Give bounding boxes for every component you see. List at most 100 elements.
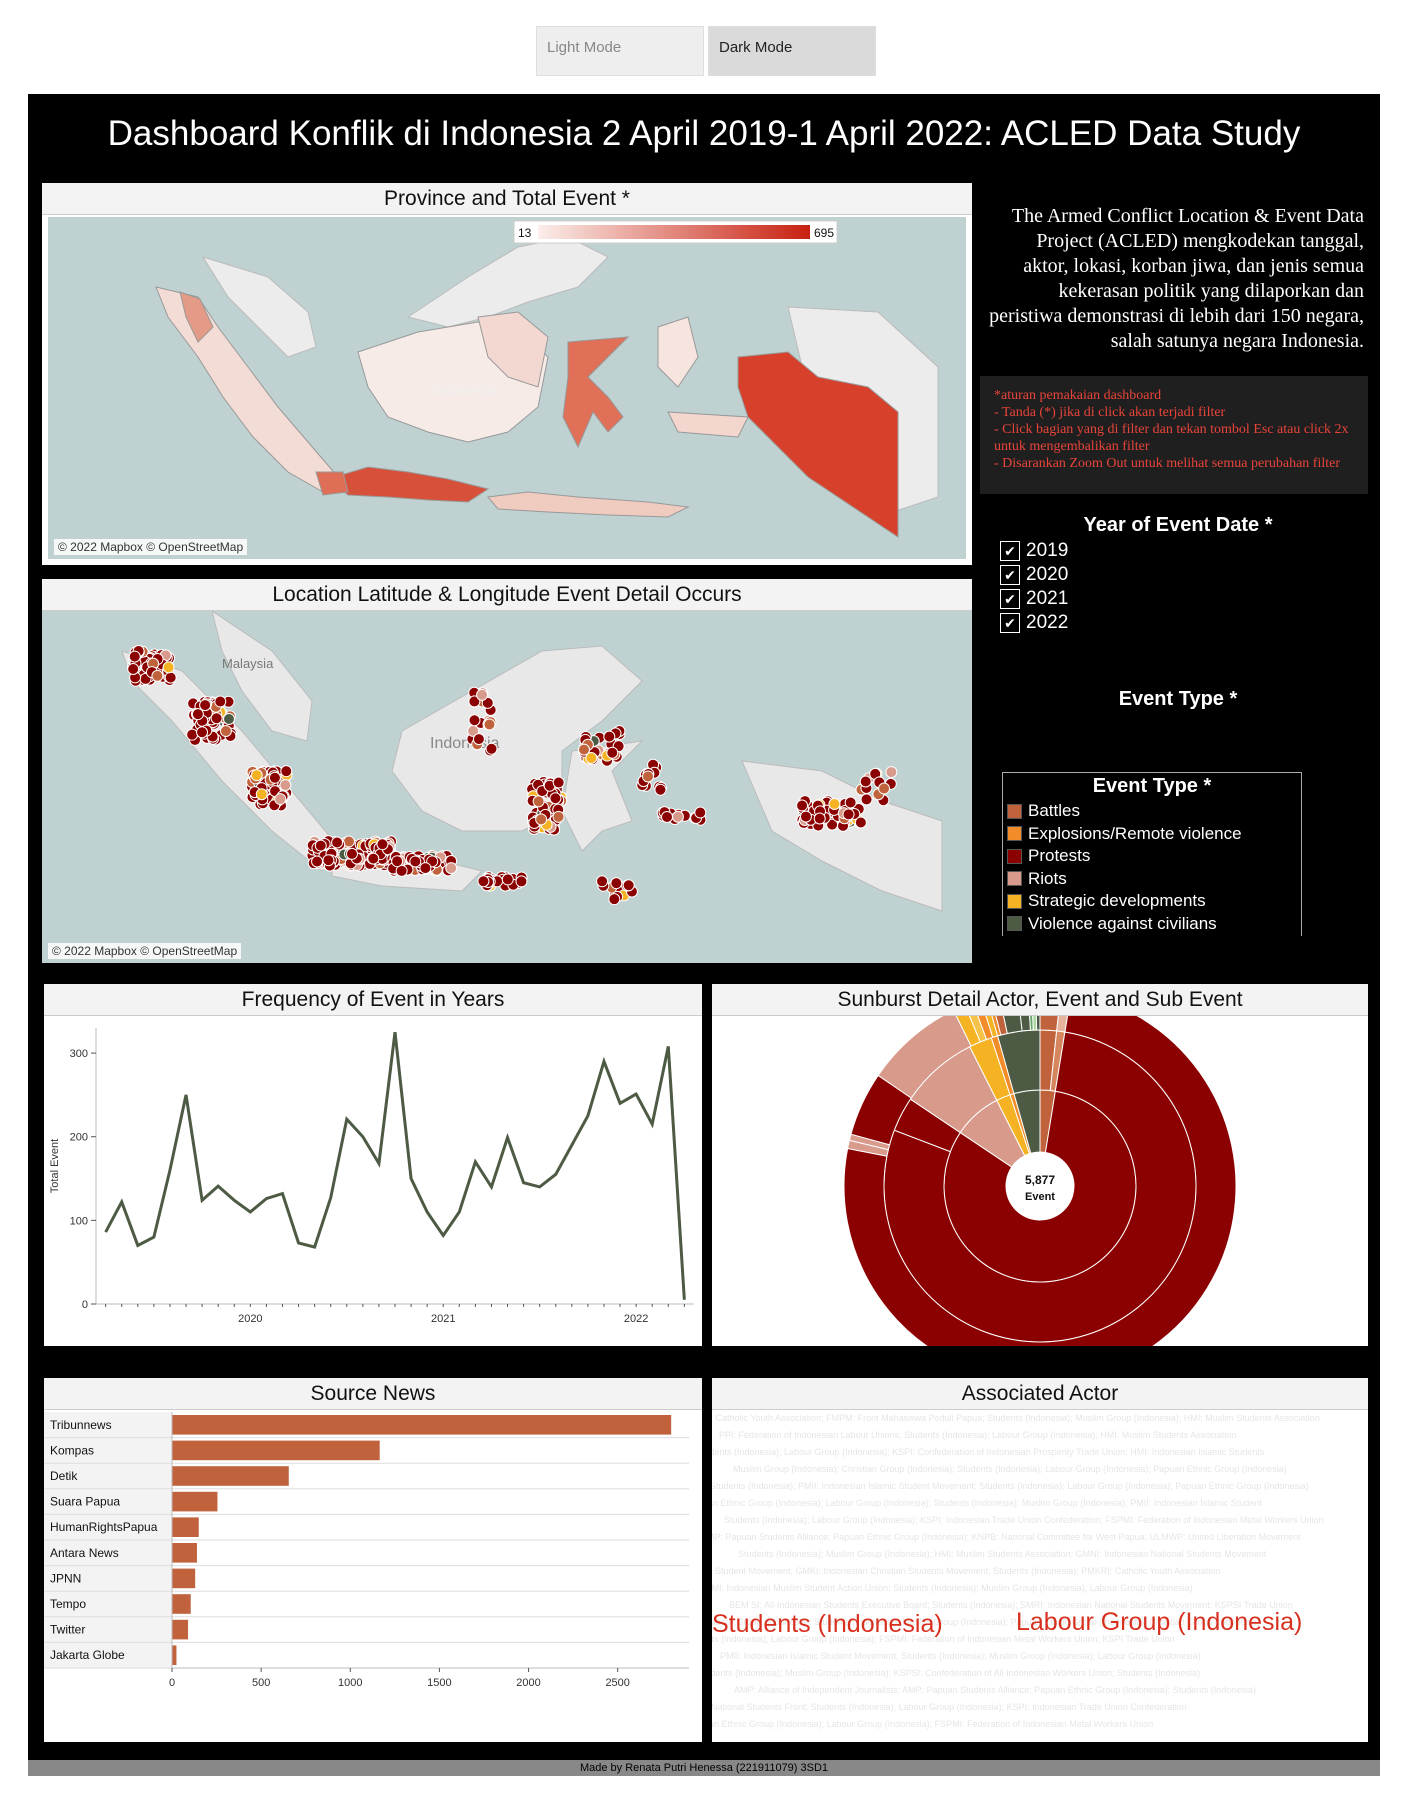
bar-category-label[interactable]: Tribunnews (50, 1418, 112, 1432)
source-news-svg[interactable]: Tribunnews Kompas Detik Suara Papua HumanRig… (44, 1410, 702, 1742)
event-point[interactable] (842, 808, 855, 821)
year-option-2022[interactable]: ✔ 2022 (1000, 611, 1358, 635)
event-point[interactable] (395, 864, 408, 877)
source-bar[interactable] (172, 1645, 177, 1665)
event-point[interactable] (210, 712, 223, 725)
bar-category-label[interactable]: Kompas (50, 1443, 94, 1457)
event-point[interactable] (485, 742, 498, 755)
event-point[interactable] (331, 836, 344, 849)
bar-category-label[interactable]: Twitter (50, 1623, 85, 1637)
event-point[interactable] (671, 810, 684, 823)
event-point[interactable] (151, 669, 164, 682)
event-point[interactable] (311, 855, 324, 868)
event-point[interactable] (214, 695, 227, 708)
event-point[interactable] (654, 783, 667, 796)
legend-item-riots[interactable]: Riots (1007, 868, 1297, 891)
actor-cloud-line[interactable]: Labour Group (Indonesia); Students (Indo… (712, 1617, 1260, 1627)
event-point[interactable] (222, 712, 235, 725)
source-bar[interactable] (172, 1568, 196, 1589)
event-type-filter-title[interactable]: Event Type * (1118, 688, 1238, 710)
event-point[interactable] (127, 663, 140, 676)
event-point[interactable] (322, 854, 335, 867)
event-point[interactable] (445, 862, 458, 875)
event-point[interactable] (477, 875, 490, 888)
event-point[interactable] (162, 661, 175, 674)
event-point[interactable] (610, 877, 623, 890)
actor-cloud-line[interactable]: Student Movement; GMKI: Indonesian Chris… (715, 1566, 1221, 1576)
event-points[interactable] (126, 645, 898, 906)
year-option-2021[interactable]: ✔ 2021 (1000, 587, 1358, 611)
actor-cloud-line[interactable]: PMKRI: Catholic Youth Association; FMPM:… (712, 1413, 1320, 1423)
source-bar[interactable] (172, 1543, 197, 1563)
event-point[interactable] (660, 810, 673, 823)
event-point[interactable] (164, 671, 177, 684)
actor-cloud-line[interactable]: AMP: Papuan Students Alliance; Papuan Et… (712, 1532, 1301, 1542)
location-map-attribution[interactable]: © 2022 Mapbox © OpenStreetMap (48, 943, 242, 959)
java-shape[interactable] (326, 466, 490, 503)
location-map-svg[interactable]: Malaysia Indonesia (42, 609, 972, 963)
legend-item-strategic[interactable]: Strategic developments (1007, 890, 1297, 913)
actor-word-cloud[interactable]: PMKRI: Catholic Youth Association; FMPM:… (712, 1410, 1368, 1742)
legend-item-battles[interactable]: Battles (1007, 800, 1297, 823)
event-point[interactable] (186, 728, 199, 741)
event-point[interactable] (694, 806, 707, 819)
actor-cloud-line[interactable]: PMII: Indonesian Islamic Student Movemen… (720, 1651, 1201, 1661)
maluku-shape[interactable] (667, 411, 749, 438)
event-point[interactable] (549, 792, 562, 805)
event-point[interactable] (813, 812, 826, 825)
sunburst-segment[interactable] (1035, 989, 1041, 1031)
bar-category-label[interactable]: JPNN (50, 1571, 81, 1585)
source-bar[interactable] (172, 1619, 189, 1640)
event-point[interactable] (501, 873, 514, 886)
legend-item-violence[interactable]: Violence against civilians (1007, 913, 1297, 936)
bar-category-label[interactable]: Detik (50, 1469, 78, 1483)
year-option-2019[interactable]: ✔ 2019 (1000, 539, 1358, 563)
actor-cloud-line[interactable]: PPI: Federation of Indonesian Labour Uni… (719, 1430, 1237, 1440)
actor-cloud-line[interactable]: KAMMI: Indonesian Muslim Student Action … (712, 1583, 1193, 1593)
bar-category-label[interactable]: Jakarta Globe (50, 1648, 125, 1662)
sunburst-svg[interactable]: 5,877 Event (712, 989, 1368, 1383)
source-bar[interactable] (172, 1466, 289, 1486)
nusa-tenggara-shape[interactable] (487, 491, 690, 518)
event-point[interactable] (799, 810, 812, 823)
sunburst-chart[interactable]: 5,877 Event (712, 989, 1368, 1383)
event-point[interactable] (854, 816, 867, 829)
event-point[interactable] (468, 714, 481, 727)
event-point[interactable] (642, 770, 655, 783)
aceh-north-sumatra-shape[interactable] (179, 291, 214, 343)
event-point[interactable] (128, 650, 141, 663)
event-point[interactable] (345, 847, 358, 860)
source-bar[interactable] (172, 1440, 380, 1461)
bar-category-label[interactable]: Antara News (50, 1546, 119, 1560)
actor-cloud-line[interactable]: National Students Front; Students (Indon… (712, 1702, 1187, 1712)
event-point[interactable] (191, 708, 204, 721)
sulawesi-shape[interactable] (562, 336, 630, 449)
event-point[interactable] (606, 746, 619, 759)
event-point[interactable] (391, 855, 404, 868)
north-maluku-shape[interactable] (657, 316, 699, 388)
actor-cloud-line[interactable]: Students (Indonesia); Labour Group (Indo… (712, 1447, 1265, 1457)
event-point[interactable] (476, 688, 489, 701)
event-point[interactable] (885, 766, 898, 779)
event-point[interactable] (585, 751, 598, 764)
event-point[interactable] (376, 838, 389, 851)
event-point[interactable] (268, 771, 281, 784)
checkbox-checked-icon[interactable]: ✔ (1000, 613, 1020, 633)
event-point[interactable] (481, 696, 494, 709)
event-point[interactable] (250, 769, 263, 782)
actor-cloud-line[interactable]: AMP: Alliance of Independent Journalists… (734, 1685, 1256, 1695)
source-bar[interactable] (172, 1594, 191, 1614)
bar-category-label[interactable]: HumanRightsPapua (50, 1520, 158, 1534)
event-point[interactable] (196, 726, 209, 739)
event-point[interactable] (515, 875, 528, 888)
event-point[interactable] (535, 813, 548, 826)
actor-cloud-line[interactable]: Students (Indonesia); Muslim Group (Indo… (738, 1549, 1267, 1559)
actor-label-labour[interactable]: Labour Group (Indonesia) (1016, 1608, 1303, 1636)
event-point[interactable] (367, 852, 380, 865)
light-mode-button[interactable]: Light Mode (536, 26, 704, 76)
legend-item-protests[interactable]: Protests (1007, 845, 1297, 868)
frequency-chart-svg[interactable]: 0 100 200 300 2020 2021 2022 Total Event (44, 1016, 702, 1346)
event-point[interactable] (860, 793, 873, 806)
checkbox-checked-icon[interactable]: ✔ (1000, 589, 1020, 609)
event-point[interactable] (274, 793, 287, 806)
